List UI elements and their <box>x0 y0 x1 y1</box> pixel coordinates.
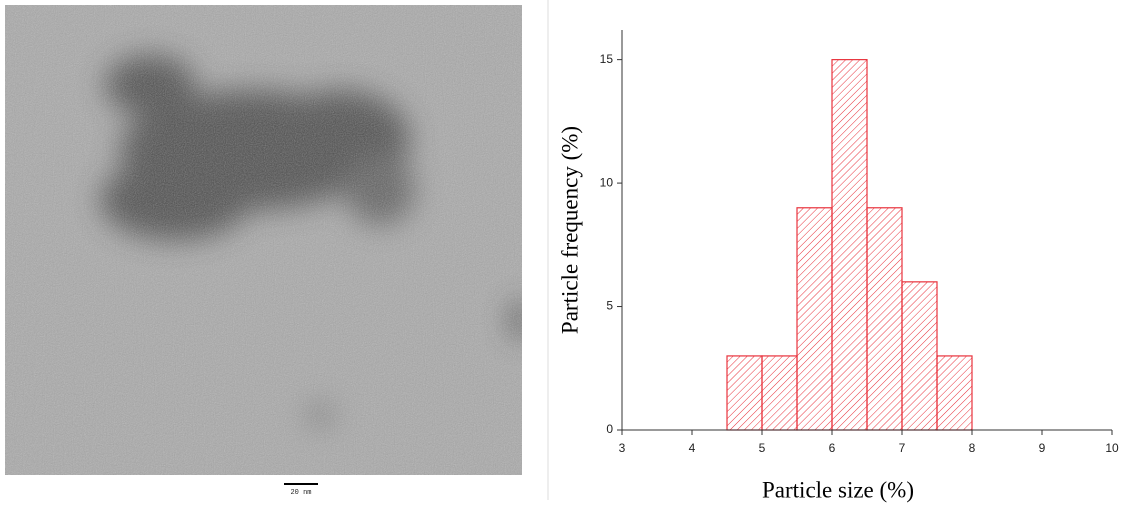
x-tick-label: 4 <box>689 441 696 455</box>
y-tick-label: 10 <box>600 175 614 189</box>
y-axis-label: Particle frequency (%) <box>557 126 582 334</box>
y-tick-label: 5 <box>606 299 613 313</box>
bar <box>936 355 973 431</box>
y-tick-label: 0 <box>606 422 613 436</box>
bar <box>901 281 938 431</box>
x-tick-label: 3 <box>619 441 626 455</box>
bar <box>726 355 763 431</box>
bar <box>796 207 833 431</box>
bar <box>761 355 798 431</box>
histogram-chart: Particle frequency (%) Particle size (%)… <box>557 30 1119 502</box>
x-tick-label: 5 <box>759 441 766 455</box>
y-tick-label: 15 <box>600 52 614 66</box>
x-tick-label: 9 <box>1039 441 1046 455</box>
tem-image <box>5 5 522 475</box>
x-axis-label: Particle size (%) <box>762 477 914 502</box>
scale-bar-label: 20 nm <box>290 489 311 497</box>
bar <box>831 59 868 431</box>
x-tick-label: 10 <box>1105 441 1119 455</box>
bar <box>866 207 903 431</box>
x-tick-label: 6 <box>829 441 836 455</box>
x-tick-label: 8 <box>969 441 976 455</box>
x-tick-label: 7 <box>899 441 906 455</box>
